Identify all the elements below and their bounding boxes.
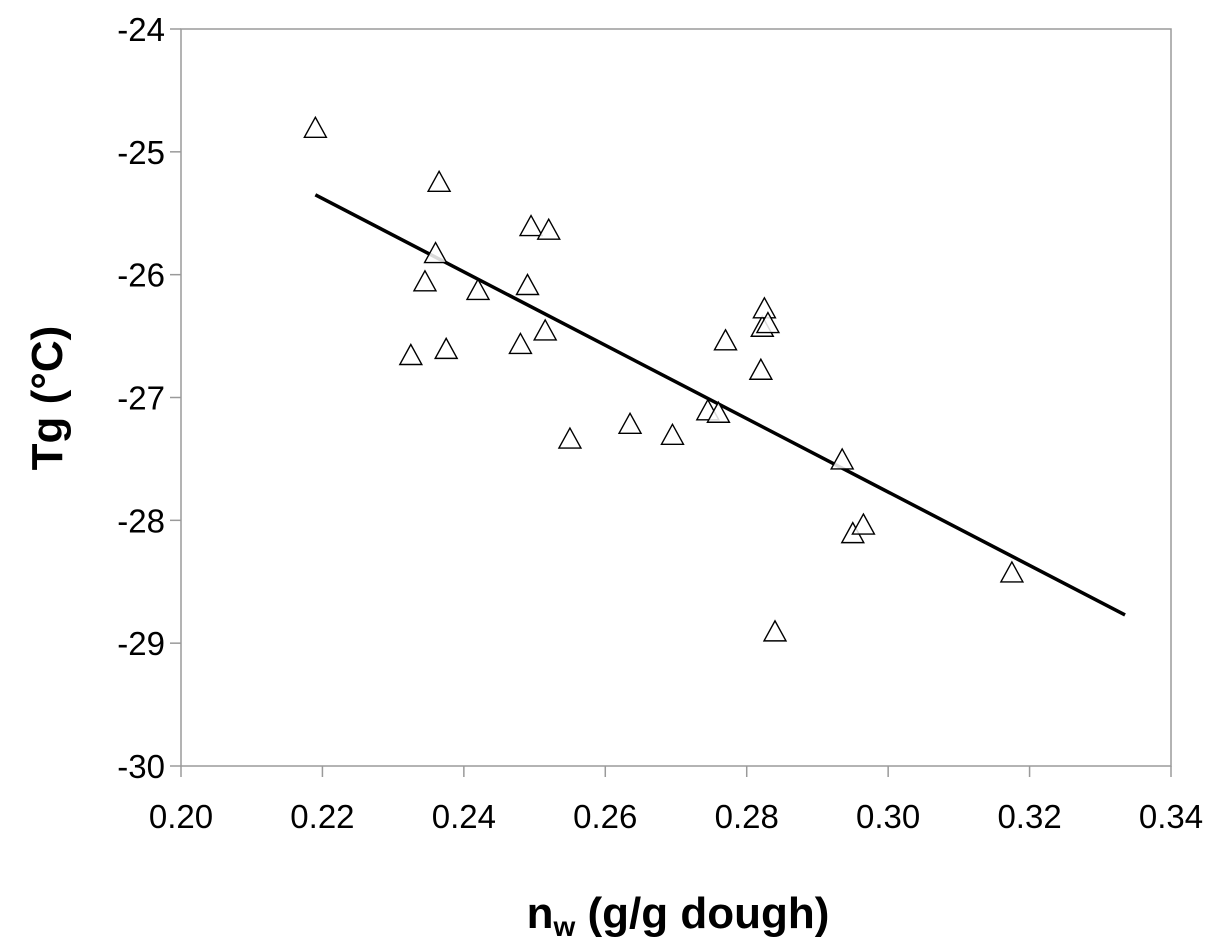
data-point-triangle bbox=[412, 269, 438, 292]
y-axis-ticks bbox=[170, 28, 181, 767]
x-tick-label: 0.28 bbox=[715, 798, 779, 835]
x-tick-label: 0.26 bbox=[573, 798, 637, 835]
data-point-triangle bbox=[465, 277, 491, 301]
y-tick-label: -24 bbox=[117, 11, 165, 48]
y-tick-label: -25 bbox=[117, 134, 165, 171]
data-point-triangle bbox=[748, 357, 774, 380]
data-point-triangle bbox=[752, 296, 777, 319]
data-point-triangle bbox=[515, 273, 540, 296]
y-tick-label: -26 bbox=[117, 257, 165, 294]
x-axis-title: nw (g/g dough) bbox=[527, 889, 830, 938]
x-tick-label: 0.20 bbox=[149, 798, 213, 835]
data-point-triangle bbox=[617, 411, 643, 434]
data-point-triangle bbox=[829, 447, 855, 470]
y-tick-label: -30 bbox=[117, 748, 165, 785]
x-tick-label: 0.22 bbox=[290, 798, 354, 835]
plot-frame bbox=[180, 28, 1172, 767]
data-point-triangle bbox=[536, 217, 561, 240]
y-axis-tick-labels: -24 -25 -26 -27 -28 -29 -30 bbox=[117, 11, 165, 785]
data-point-triangle bbox=[532, 318, 558, 341]
plot-area bbox=[180, 28, 1172, 767]
data-point-triangle bbox=[755, 311, 781, 334]
data-point-triangle bbox=[518, 214, 544, 237]
data-point-triangle bbox=[851, 512, 876, 535]
y-tick-label: -27 bbox=[117, 380, 165, 417]
x-axis-ticks bbox=[180, 766, 1172, 777]
data-point-triangle bbox=[713, 328, 738, 351]
data-point-triangle bbox=[426, 169, 452, 193]
data-point-triangle bbox=[999, 560, 1025, 583]
x-axis-tick-labels: 0.20 0.22 0.24 0.26 0.28 0.30 0.32 0.34 bbox=[149, 798, 1203, 835]
x-tick-label: 0.30 bbox=[856, 798, 920, 835]
data-point-triangle bbox=[557, 426, 583, 449]
data-points bbox=[303, 115, 1025, 642]
x-axis-title-main: n bbox=[527, 889, 554, 938]
x-tick-label: 0.32 bbox=[997, 798, 1061, 835]
x-tick-label: 0.34 bbox=[1139, 798, 1203, 835]
y-tick-label: -29 bbox=[117, 625, 165, 662]
data-point-triangle bbox=[303, 115, 328, 138]
data-point-triangle bbox=[433, 336, 459, 360]
data-point-triangle bbox=[423, 241, 448, 264]
data-point-triangle bbox=[398, 343, 424, 366]
y-tick-label: -28 bbox=[117, 502, 165, 539]
data-point-triangle bbox=[706, 400, 731, 423]
data-point-triangle bbox=[660, 422, 685, 446]
y-axis-title: Tg (°C) bbox=[23, 326, 72, 471]
data-point-triangle bbox=[762, 619, 788, 642]
x-axis-title-rest: (g/g dough) bbox=[575, 889, 829, 938]
data-point-triangle bbox=[508, 332, 533, 355]
x-axis-title-subscript: w bbox=[552, 911, 575, 938]
x-tick-label: 0.24 bbox=[432, 798, 496, 835]
